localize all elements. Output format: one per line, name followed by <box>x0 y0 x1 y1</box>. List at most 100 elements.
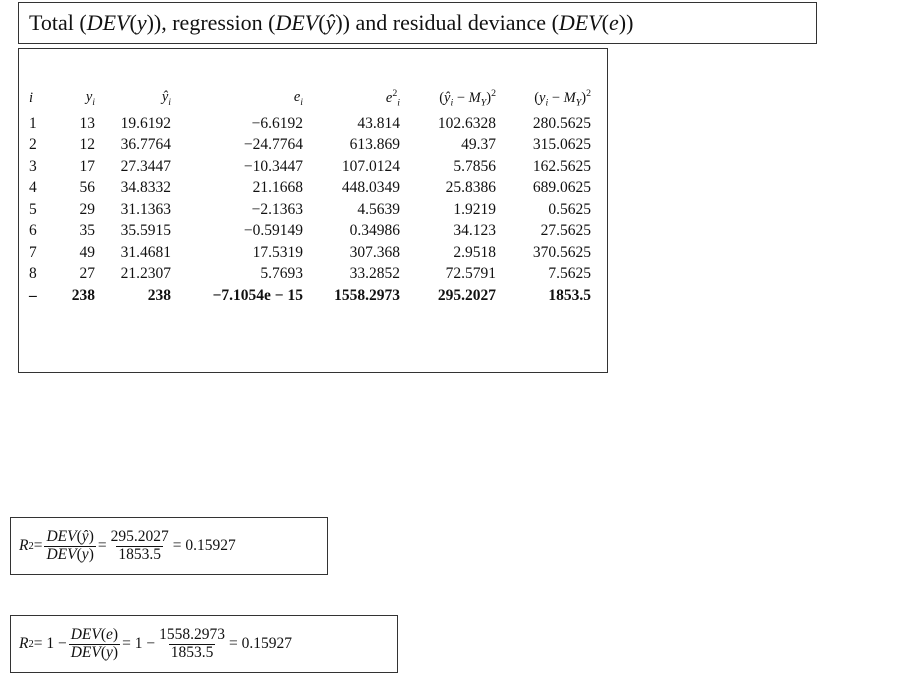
text-run: ( <box>439 89 445 106</box>
cell: 27.5625 <box>540 222 591 240</box>
data-row: 1 13 19.6192 −6.6192 43.814 102.6328 280.5625 <box>25 113 591 135</box>
italic-run: M <box>563 89 576 106</box>
text-run: ( <box>76 545 82 563</box>
text-run: 1853.5 <box>118 545 161 563</box>
text-run: )) and residual deviance ( <box>335 10 559 35</box>
header-row: i yi ŷi ei e2i (ŷi − MY)2 (yi − MY)2 <box>25 83 591 113</box>
data-row: 8 27 21.2307 5.7693 33.2852 72.5791 7.5625 <box>25 264 591 286</box>
cell: −7.1054e − 15 <box>212 286 303 304</box>
fraction: 1558.2973 1853.5 <box>157 627 227 661</box>
text-run: = <box>97 537 107 554</box>
data-row: 3 17 27.3447 −10.3447 107.0124 5.7856 162.5625 <box>25 156 591 178</box>
italic-run: ŷ <box>81 528 89 546</box>
cell: 1.9219 <box>453 200 496 218</box>
superscript: 2 <box>392 87 398 99</box>
subscript: Y <box>575 97 582 109</box>
italic-run: e <box>106 626 113 644</box>
cell: 5 <box>29 200 37 218</box>
cell: −24.7764 <box>243 136 303 154</box>
text-run: 295.2027 <box>110 528 169 546</box>
cell: −10.3447 <box>243 157 303 175</box>
cell: 4.5639 <box>357 200 400 218</box>
cell: −6.6192 <box>251 114 303 132</box>
column-header: ŷi <box>95 83 171 113</box>
italic-run: R <box>19 635 29 652</box>
data-row: 7 49 31.4681 17.5319 307.368 2.9518 370.5625 <box>25 242 591 264</box>
cell: 1558.2973 <box>334 286 400 304</box>
cell: – <box>29 286 37 304</box>
text-run: ) <box>88 528 94 546</box>
cell: 3 <box>29 157 37 175</box>
cell: 31.4681 <box>120 243 171 261</box>
cell: 238 <box>147 286 171 304</box>
subscript: i <box>300 96 303 108</box>
cell: 2 <box>29 136 37 154</box>
cell: 689.0625 <box>532 179 591 197</box>
cell: 33.2852 <box>349 265 400 283</box>
cell: 0.5625 <box>548 200 591 218</box>
italic-run: DEV <box>70 626 101 644</box>
cell: 31.1363 <box>120 200 171 218</box>
data-row: 5 29 31.1363 −2.1363 4.5639 1.9219 0.5625 <box>25 199 591 221</box>
subscript: i <box>92 96 95 108</box>
text-run: 1853.5 <box>170 643 214 661</box>
cell: 295.2027 <box>437 286 496 304</box>
numerator: 1558.2973 <box>157 627 227 643</box>
subscript: i <box>168 96 171 108</box>
cell: 25.8386 <box>445 179 496 197</box>
italic-run: ŷ <box>444 89 451 106</box>
text-run: ) <box>581 89 587 106</box>
cell: 102.6328 <box>437 114 496 132</box>
italic-run: ŷ <box>325 10 336 35</box>
cell: 49 <box>79 243 96 261</box>
cell: 6 <box>29 222 37 240</box>
text-run: ) <box>88 545 94 563</box>
cell: 238 <box>71 286 95 304</box>
italic-run: DEV <box>46 528 77 546</box>
italic-run: DEV <box>46 545 77 563</box>
italic-run: DEV <box>558 10 602 35</box>
cell: 370.5625 <box>532 243 591 261</box>
numerator: DEV(ŷ) <box>44 529 95 545</box>
fraction: 295.2027 1853.5 <box>109 529 171 563</box>
cell: 7 <box>29 243 37 261</box>
subscript: i <box>397 97 400 109</box>
cell: 307.368 <box>349 243 400 261</box>
cell: −2.1363 <box>251 200 303 218</box>
text-run: ) <box>112 643 119 661</box>
italic-run: e <box>293 88 301 105</box>
subscript: i <box>545 97 549 109</box>
italic-run: y <box>106 643 113 661</box>
column-header: (yi − MY)2 <box>496 83 591 113</box>
text-run: )), regression ( <box>146 10 276 35</box>
text-run: = 0.15927 <box>172 537 236 554</box>
cell: 19.6192 <box>120 114 171 132</box>
cell: 2.9518 <box>453 243 496 261</box>
text-run: 1558.2973 <box>159 626 225 644</box>
cell: 0.34986 <box>349 222 400 240</box>
cell: 21.1668 <box>252 179 303 197</box>
denominator: DEV(y) <box>44 545 96 563</box>
italic-run: e <box>609 10 619 35</box>
cell: 72.5791 <box>445 265 496 283</box>
subscript: Y <box>480 97 487 109</box>
column-header: ei <box>171 83 303 113</box>
text-run: = 1 − <box>33 635 67 652</box>
cell: 8 <box>29 265 37 283</box>
denominator: 1853.5 <box>116 545 163 563</box>
superscript: 2 <box>28 540 34 552</box>
text-run: = <box>33 537 43 554</box>
subscript: i <box>450 97 454 109</box>
cell: 13 <box>79 114 96 132</box>
cell: 107.0124 <box>341 157 400 175</box>
cell: 49.37 <box>461 136 496 154</box>
italic-run: y <box>136 10 147 35</box>
column-header: e2i <box>303 83 400 113</box>
cell: 29 <box>79 200 96 218</box>
cell: 34.123 <box>453 222 496 240</box>
cell: 35 <box>79 222 96 240</box>
italic-run: y <box>85 88 93 105</box>
cell: 27 <box>79 265 96 283</box>
